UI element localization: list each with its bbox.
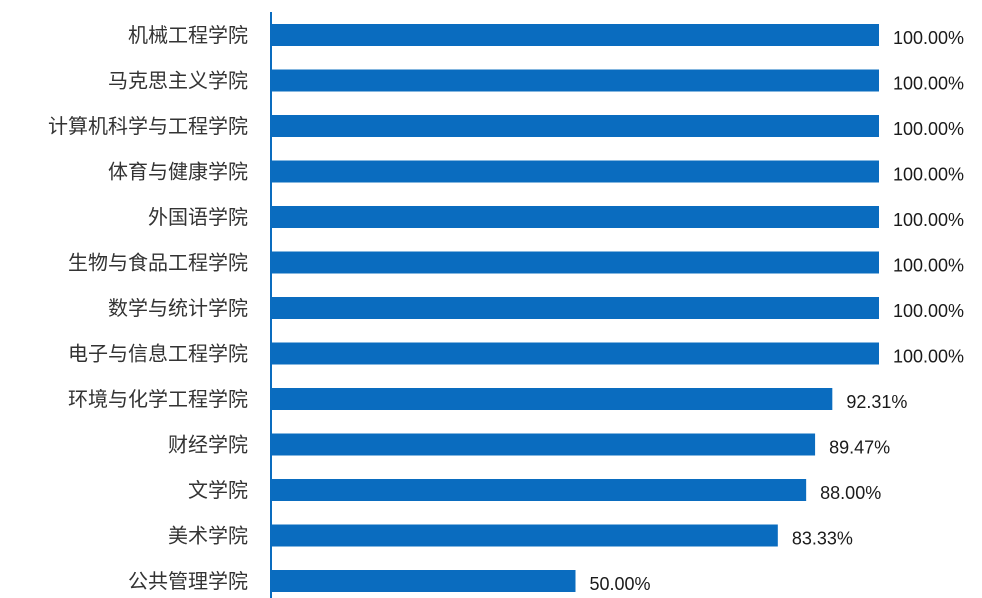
value-label: 100.00% [893,301,964,321]
bar [272,69,879,92]
category-label: 机械工程学院 [128,23,248,47]
bar [272,251,879,274]
bar [272,524,778,547]
category-label: 计算机科学与工程学院 [48,114,248,138]
value-label: 100.00% [893,119,964,139]
category-label: 生物与食品工程学院 [68,251,248,275]
bar [272,206,879,228]
category-label: 马克思主义学院 [108,69,248,93]
category-label: 电子与信息工程学院 [68,342,248,366]
value-label: 100.00% [893,28,964,48]
category-label: 数学与统计学院 [108,296,248,320]
value-label: 92.31% [846,392,907,412]
bar [272,433,816,456]
value-label: 100.00% [893,347,964,367]
category-label: 美术学院 [168,524,248,548]
category-label: 环境与化学工程学院 [68,387,248,411]
value-label: 83.33% [792,529,853,549]
category-label: 体育与健康学院 [108,160,248,184]
category-label: 外国语学院 [148,205,248,229]
value-label: 100.00% [893,165,964,185]
value-label: 50.00% [590,574,651,594]
bar [272,297,879,319]
bar [272,115,879,137]
bar [272,388,833,410]
value-label: 100.00% [893,210,964,230]
bar [272,24,879,46]
bar-group: 机械工程学院 100.00% 马克思主义学院 100.00% 计算机科学与工程学院 100… [48,23,964,594]
bar [272,479,807,501]
value-label: 89.47% [829,438,890,458]
value-label: 88.00% [820,483,881,503]
bar [272,342,879,365]
category-label: 财经学院 [168,433,248,457]
value-label: 100.00% [893,256,964,276]
category-label: 公共管理学院 [128,569,248,593]
bar [272,570,576,592]
value-label: 100.00% [893,74,964,94]
category-label: 文学院 [188,478,248,502]
bar [272,160,879,183]
